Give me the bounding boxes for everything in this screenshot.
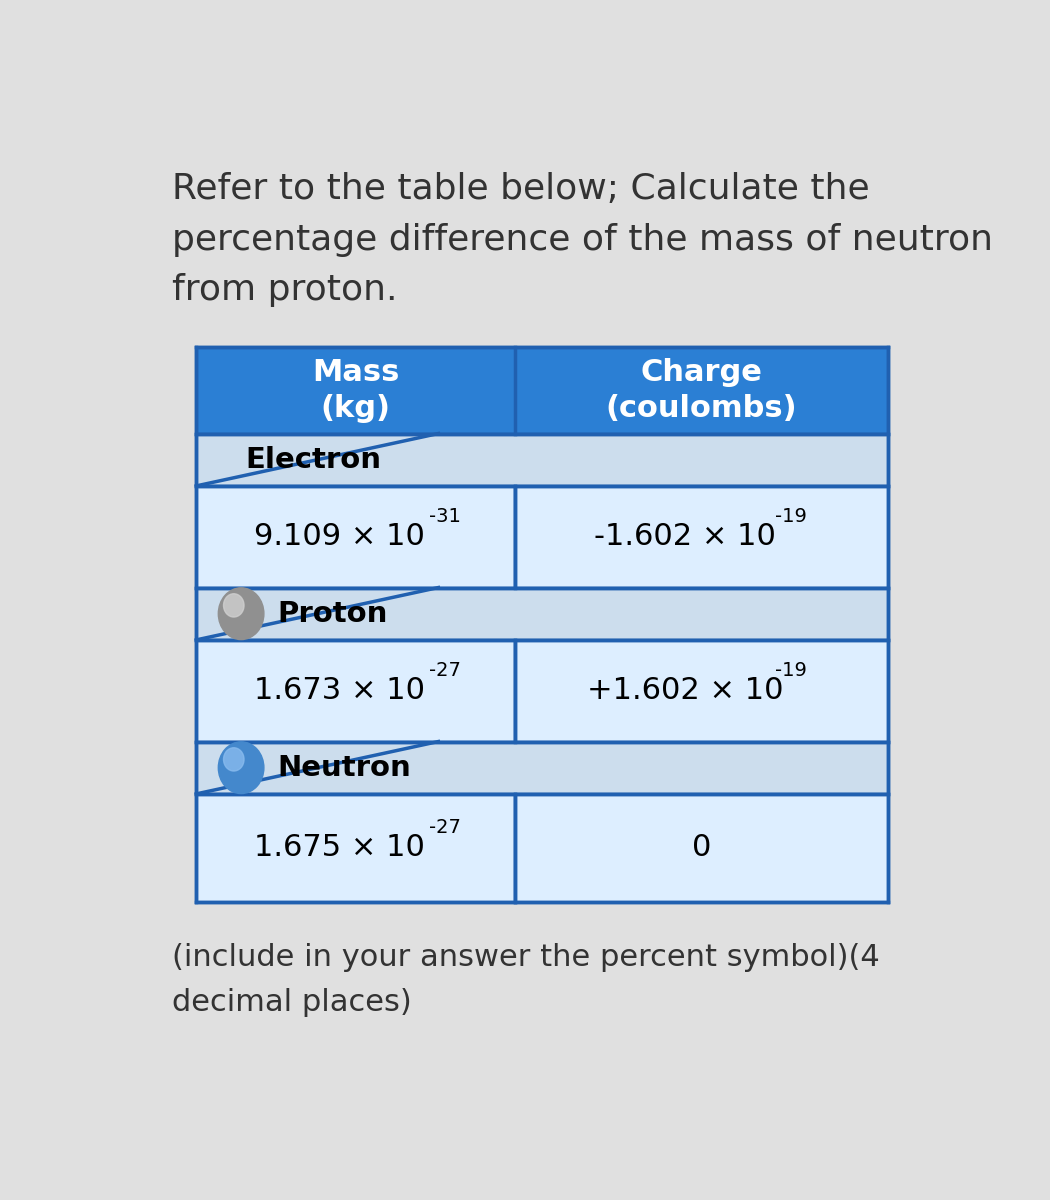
- Text: Charge
(coulombs): Charge (coulombs): [606, 358, 797, 422]
- Circle shape: [224, 748, 244, 772]
- Text: 0: 0: [692, 833, 711, 863]
- Polygon shape: [196, 640, 514, 742]
- Text: decimal places): decimal places): [172, 988, 412, 1016]
- Text: 9.109 × 10: 9.109 × 10: [254, 522, 424, 551]
- Polygon shape: [196, 347, 888, 433]
- Text: Mass
(kg): Mass (kg): [312, 358, 399, 422]
- Text: Refer to the table below; Calculate the: Refer to the table below; Calculate the: [172, 172, 869, 205]
- Polygon shape: [196, 794, 514, 901]
- Text: 1.675 × 10: 1.675 × 10: [254, 833, 424, 863]
- Text: 1.673 × 10: 1.673 × 10: [254, 677, 424, 706]
- Text: -1.602 × 10: -1.602 × 10: [594, 522, 776, 551]
- Text: from proton.: from proton.: [172, 274, 398, 307]
- Polygon shape: [196, 588, 888, 640]
- Text: +1.602 × 10: +1.602 × 10: [587, 677, 783, 706]
- Polygon shape: [514, 794, 888, 901]
- Polygon shape: [196, 486, 514, 588]
- Text: -27: -27: [428, 661, 461, 680]
- Text: percentage difference of the mass of neutron: percentage difference of the mass of neu…: [172, 222, 993, 257]
- Circle shape: [218, 588, 264, 640]
- Text: (include in your answer the percent symbol)(4: (include in your answer the percent symb…: [172, 943, 880, 972]
- Text: -19: -19: [775, 661, 806, 680]
- Polygon shape: [514, 486, 888, 588]
- Text: -19: -19: [775, 506, 806, 526]
- Circle shape: [224, 594, 244, 617]
- Polygon shape: [514, 640, 888, 742]
- Polygon shape: [196, 433, 888, 486]
- Polygon shape: [196, 742, 888, 794]
- Text: Proton: Proton: [277, 600, 388, 628]
- Circle shape: [218, 742, 264, 793]
- Text: -27: -27: [428, 818, 461, 836]
- Text: Neutron: Neutron: [277, 754, 412, 781]
- Text: -31: -31: [428, 506, 461, 526]
- Text: Electron: Electron: [246, 445, 381, 474]
